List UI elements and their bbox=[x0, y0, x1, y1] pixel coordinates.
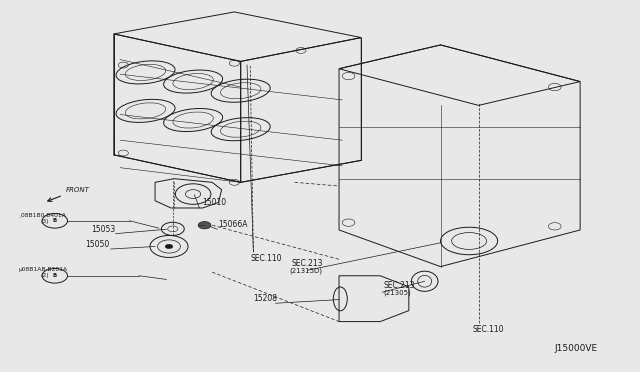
Text: (2): (2) bbox=[41, 273, 49, 278]
Text: 15053: 15053 bbox=[92, 225, 116, 234]
Text: 15050: 15050 bbox=[85, 240, 109, 249]
Text: (3): (3) bbox=[41, 219, 49, 224]
Text: µ08B1AB-B201A: µ08B1AB-B201A bbox=[19, 267, 68, 272]
Text: SEC.110: SEC.110 bbox=[250, 254, 282, 263]
Text: 15208: 15208 bbox=[253, 294, 277, 303]
Text: SEC.110: SEC.110 bbox=[472, 324, 504, 334]
Text: 15066A: 15066A bbox=[218, 219, 248, 228]
Text: (21305): (21305) bbox=[383, 289, 411, 296]
Text: SEC.213: SEC.213 bbox=[383, 282, 415, 291]
Circle shape bbox=[198, 222, 211, 229]
Text: (21315D): (21315D) bbox=[289, 267, 323, 274]
Text: J15000VE: J15000VE bbox=[555, 344, 598, 353]
Text: B: B bbox=[52, 218, 57, 223]
Text: ¸08B1B0-B401A: ¸08B1B0-B401A bbox=[19, 212, 67, 217]
Circle shape bbox=[165, 244, 173, 248]
Text: SEC.213: SEC.213 bbox=[291, 259, 323, 269]
Text: 15010: 15010 bbox=[203, 198, 227, 207]
Text: FRONT: FRONT bbox=[66, 187, 90, 193]
Text: B: B bbox=[52, 273, 57, 278]
